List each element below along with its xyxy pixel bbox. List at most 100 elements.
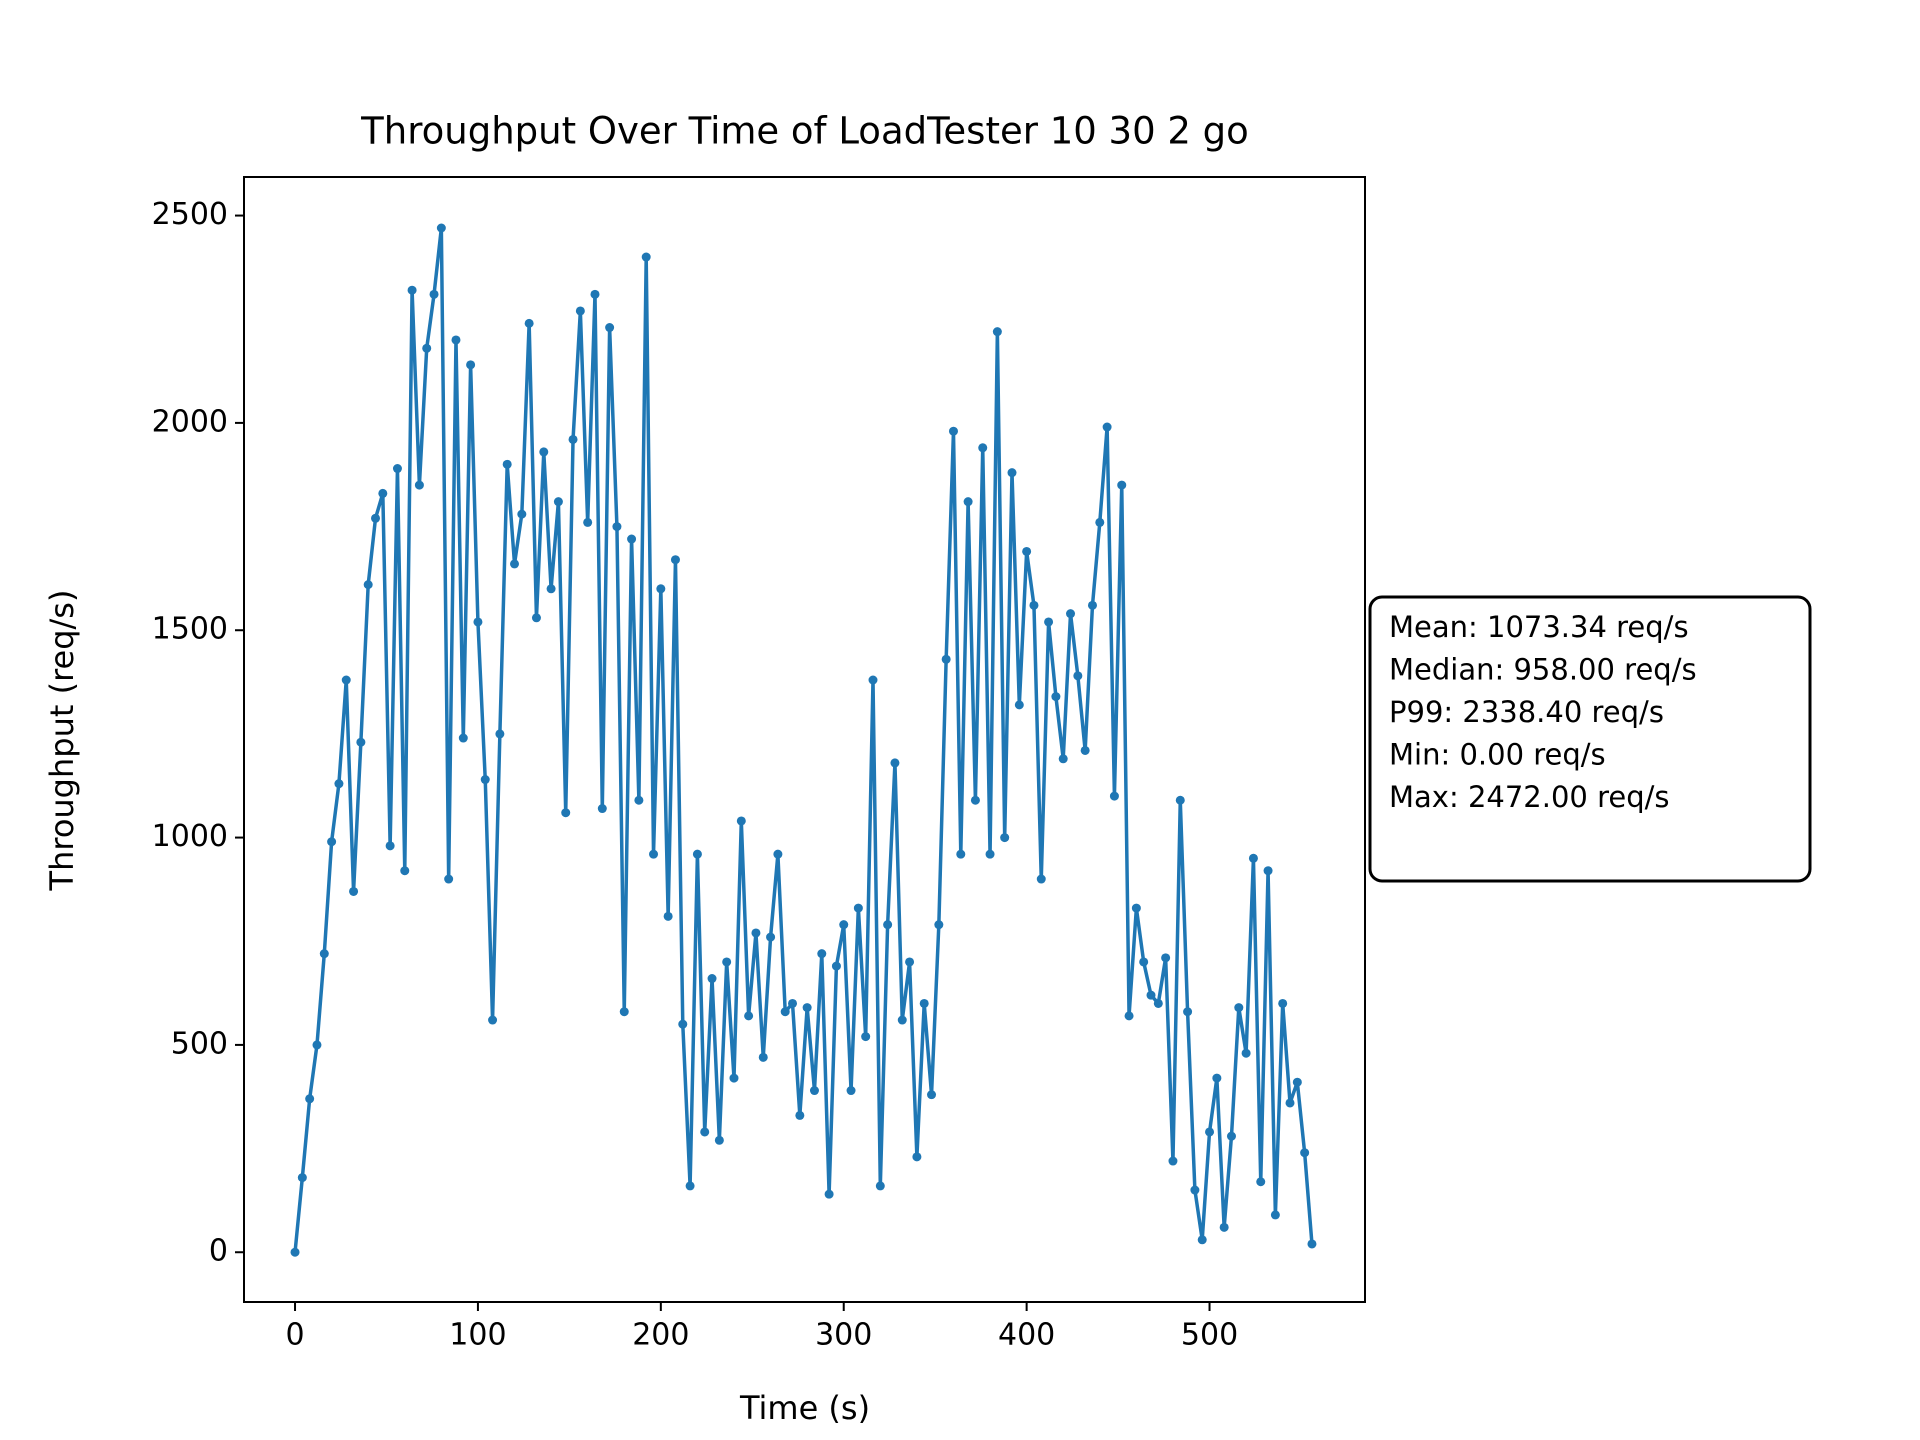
- data-point: [714, 1135, 724, 1145]
- data-point: [927, 1090, 937, 1100]
- data-point: [1241, 1048, 1251, 1058]
- data-point: [1153, 998, 1163, 1008]
- data-point: [846, 1086, 856, 1096]
- data-point: [1029, 600, 1039, 610]
- data-point: [1087, 600, 1097, 610]
- data-point: [1117, 480, 1127, 490]
- stats-line: Median: 958.00 req/s: [1389, 653, 1697, 687]
- data-point: [751, 928, 761, 938]
- data-point: [1300, 1148, 1310, 1158]
- data-point: [1256, 1177, 1266, 1187]
- data-point: [970, 795, 980, 805]
- data-point: [385, 841, 395, 851]
- data-point: [1168, 1156, 1178, 1166]
- data-point: [1095, 517, 1105, 527]
- data-point: [905, 957, 915, 967]
- data-point: [466, 360, 476, 370]
- stats-box: [1368, 595, 1812, 883]
- data-point: [649, 849, 659, 859]
- data-point: [722, 957, 732, 967]
- data-point: [510, 559, 520, 569]
- data-point: [480, 775, 490, 785]
- data-point: [788, 998, 798, 1008]
- data-point: [1014, 700, 1024, 710]
- x-tick-label: 500: [1181, 1318, 1238, 1353]
- data-point: [341, 675, 351, 685]
- data-point: [729, 1073, 739, 1083]
- data-point: [1205, 1127, 1215, 1137]
- data-point: [407, 285, 417, 295]
- data-point: [948, 426, 958, 436]
- data-point: [327, 837, 337, 847]
- data-point: [568, 434, 578, 444]
- data-point: [444, 874, 454, 884]
- data-point: [992, 327, 1002, 337]
- data-point: [627, 534, 637, 544]
- data-point: [663, 911, 673, 921]
- data-point: [1007, 468, 1017, 478]
- data-point: [363, 580, 373, 590]
- data-point: [1124, 1011, 1134, 1021]
- data-point: [1022, 546, 1032, 556]
- data-point: [305, 1094, 315, 1104]
- data-point: [451, 335, 461, 345]
- data-point: [1175, 795, 1185, 805]
- data-point: [1190, 1185, 1200, 1195]
- data-point: [875, 1181, 885, 1191]
- data-point: [1058, 754, 1068, 764]
- data-point: [934, 920, 944, 930]
- data-point: [429, 289, 439, 299]
- data-point: [349, 886, 359, 896]
- axes-frame: [243, 176, 1366, 1303]
- data-point: [773, 849, 783, 859]
- data-point: [290, 1247, 300, 1257]
- data-point: [700, 1127, 710, 1137]
- data-point: [1219, 1222, 1229, 1232]
- data-point: [824, 1189, 834, 1199]
- data-point: [1161, 953, 1171, 963]
- data-point: [1051, 692, 1061, 702]
- data-point: [1234, 1003, 1244, 1013]
- data-point: [517, 509, 527, 519]
- data-point: [422, 343, 432, 353]
- data-line: [293, 226, 1314, 1253]
- data-point: [319, 949, 329, 959]
- y-tick-label: 0: [209, 1234, 228, 1269]
- x-tick-label: 100: [449, 1318, 506, 1353]
- data-point: [1139, 957, 1149, 967]
- data-point: [1080, 745, 1090, 755]
- data-point: [1044, 617, 1054, 627]
- x-axis-label: Time (s): [739, 1389, 870, 1427]
- stats-line: Min: 0.00 req/s: [1389, 738, 1606, 772]
- data-point: [488, 1015, 498, 1025]
- data-point: [670, 555, 680, 565]
- data-point: [919, 998, 929, 1008]
- data-point: [1197, 1235, 1207, 1245]
- data-point: [707, 974, 717, 984]
- data-point: [502, 459, 512, 469]
- data-point: [1146, 990, 1156, 1000]
- y-tick-label: 2500: [152, 197, 228, 232]
- data-point: [378, 488, 388, 498]
- data-point: [897, 1015, 907, 1025]
- x-tick-label: 200: [632, 1318, 689, 1353]
- data-point: [400, 866, 410, 876]
- data-point: [736, 816, 746, 826]
- data-point: [553, 497, 563, 507]
- x-tick-label: 300: [815, 1318, 872, 1353]
- stats-line: P99: 2338.40 req/s: [1389, 695, 1664, 729]
- data-point: [802, 1003, 812, 1013]
- data-point: [1285, 1098, 1295, 1108]
- data-point: [1073, 671, 1083, 681]
- data-point: [297, 1173, 307, 1183]
- data-point: [641, 252, 651, 262]
- data-point: [861, 1032, 871, 1042]
- data-point: [436, 223, 446, 233]
- data-point: [1066, 609, 1076, 619]
- data-point: [392, 464, 402, 474]
- data-point: [371, 513, 381, 523]
- data-point: [685, 1181, 695, 1191]
- stats-line: Mean: 1073.34 req/s: [1389, 610, 1689, 644]
